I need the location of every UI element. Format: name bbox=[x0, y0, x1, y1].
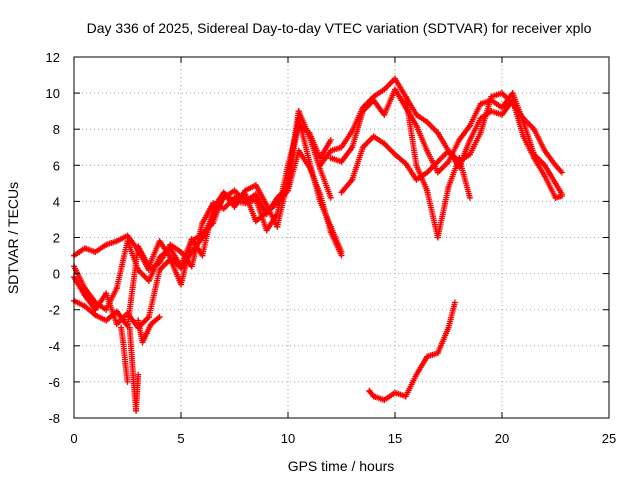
data-point bbox=[558, 169, 565, 176]
y-tick-label: 12 bbox=[46, 50, 60, 65]
chart-title: Day 336 of 2025, Sidereal Day-to-day VTE… bbox=[87, 20, 592, 36]
series-track-4 bbox=[71, 122, 334, 331]
y-tick-label: -4 bbox=[48, 339, 60, 354]
y-tick-label: 6 bbox=[53, 158, 60, 173]
series-track-9 bbox=[327, 86, 565, 198]
axis-ticks: 0 5 10 15 20 25 -8 -6 -4 -2 0 2 4 6 8 10 12 bbox=[46, 50, 617, 446]
y-tick-label: 0 bbox=[53, 267, 60, 282]
data-point bbox=[156, 313, 163, 320]
y-tick-label: 10 bbox=[46, 86, 60, 101]
series-track-12 bbox=[402, 93, 473, 241]
x-tick-label: 20 bbox=[495, 431, 509, 446]
x-tick-label: 0 bbox=[70, 431, 77, 446]
y-axis-label: SDTVAR / TECUs bbox=[5, 182, 21, 294]
data-point bbox=[124, 378, 131, 385]
series-track-8 bbox=[317, 75, 565, 176]
y-tick-label: -6 bbox=[48, 375, 60, 390]
series-track-7 bbox=[135, 313, 163, 346]
data-point bbox=[135, 371, 142, 378]
series-track-3 bbox=[71, 147, 345, 273]
x-axis-label: GPS time / hours bbox=[288, 458, 395, 474]
series-track-10 bbox=[338, 97, 565, 201]
y-tick-label: 8 bbox=[53, 122, 60, 137]
x-tick-label: 15 bbox=[388, 431, 402, 446]
data-point bbox=[338, 252, 345, 259]
y-tick-label: -2 bbox=[48, 303, 60, 318]
data-point bbox=[558, 192, 565, 199]
data-point bbox=[451, 299, 458, 306]
y-tick-label: 4 bbox=[53, 194, 60, 209]
y-tick-label: 2 bbox=[53, 231, 60, 246]
series-track-5 bbox=[118, 324, 131, 385]
data-point bbox=[466, 194, 473, 201]
data-series bbox=[71, 75, 565, 414]
y-tick-label: -8 bbox=[48, 411, 60, 426]
data-point bbox=[327, 194, 334, 201]
data-point bbox=[327, 137, 334, 144]
series-track-6 bbox=[126, 324, 142, 414]
x-tick-label: 5 bbox=[177, 431, 184, 446]
x-tick-label: 25 bbox=[602, 431, 616, 446]
x-tick-label: 10 bbox=[281, 431, 295, 446]
grid bbox=[74, 57, 609, 418]
series-track-11 bbox=[366, 299, 458, 403]
